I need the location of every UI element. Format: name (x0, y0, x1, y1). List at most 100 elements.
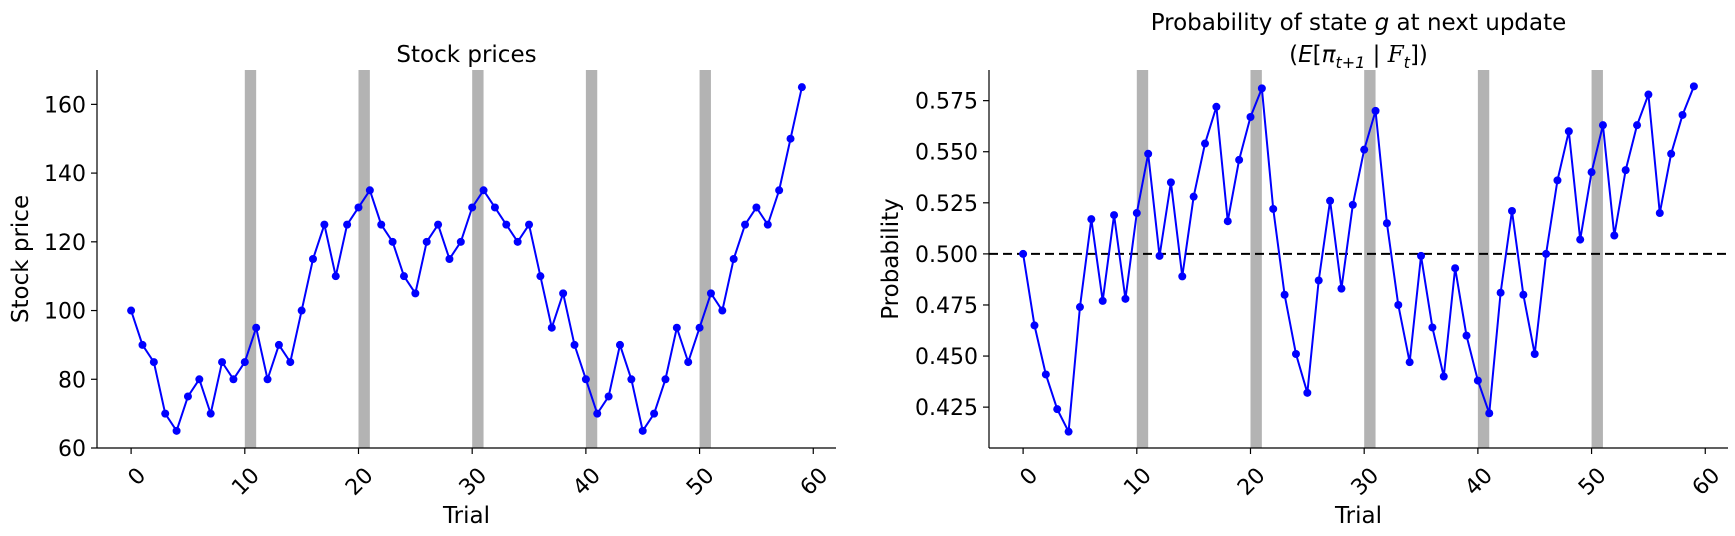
x-tick-label: 60 (796, 463, 833, 500)
chart-subtitle: (E[πt+1 | Ft]) (1289, 42, 1428, 72)
data-point (1417, 251, 1426, 260)
data-point (1405, 358, 1414, 367)
data-point (183, 392, 192, 401)
data-point (547, 323, 556, 332)
y-tick-label: 80 (58, 368, 86, 393)
data-point (1382, 219, 1391, 228)
data-point (1496, 288, 1505, 297)
data-point (1360, 145, 1369, 154)
data-point (1507, 206, 1516, 215)
y-tick-label: 0.575 (915, 90, 978, 115)
x-axis-label: Trial (1334, 503, 1382, 529)
data-point (1064, 427, 1073, 436)
data-point (1291, 350, 1300, 359)
data-point (240, 358, 249, 367)
data-point (263, 375, 272, 384)
data-point (1075, 303, 1084, 312)
data-point (1110, 211, 1119, 220)
data-point (1269, 204, 1278, 213)
data-point (615, 340, 624, 349)
x-tick-label: 10 (1119, 463, 1156, 500)
data-point (1337, 284, 1346, 293)
y-tick-label: 0.500 (915, 243, 978, 268)
shaded-span (472, 70, 484, 448)
data-point (627, 375, 636, 384)
data-point (456, 237, 465, 246)
data-point (786, 134, 795, 143)
data-point (1132, 209, 1141, 218)
x-tick-label: 50 (682, 463, 719, 500)
data-point (138, 340, 147, 349)
data-point (581, 375, 590, 384)
data-point (1473, 376, 1482, 385)
data-point (718, 306, 727, 315)
data-point (1303, 388, 1312, 397)
data-point (149, 358, 158, 367)
chart-title: Probability of state g at next update (1151, 10, 1567, 36)
y-axis-label: Stock price (8, 195, 34, 323)
data-point (695, 323, 704, 332)
data-point (1553, 176, 1562, 185)
x-tick-label: 30 (455, 463, 492, 500)
data-point (479, 186, 488, 195)
data-point (172, 426, 181, 435)
data-point (1655, 209, 1664, 218)
data-point (536, 272, 545, 281)
data-point (1542, 249, 1551, 258)
shaded-span (1136, 70, 1149, 448)
data-point (525, 220, 534, 229)
data-point (1451, 264, 1460, 273)
data-point (570, 340, 579, 349)
data-point (1280, 290, 1289, 299)
data-point (1166, 178, 1175, 187)
data-point (1053, 405, 1062, 414)
y-axis-label: Probability (878, 198, 904, 320)
y-tick-label: 160 (44, 93, 86, 118)
data-point (1519, 290, 1528, 299)
data-point (1212, 102, 1221, 111)
shaded-span (699, 70, 711, 448)
data-point (377, 220, 386, 229)
data-point (309, 255, 318, 263)
data-point (797, 83, 806, 92)
y-tick-label: 0.525 (915, 192, 978, 217)
shaded-span (244, 70, 257, 448)
y-tick-label: 100 (44, 300, 86, 325)
data-point (684, 358, 693, 367)
data-point (434, 220, 443, 229)
data-point (1428, 323, 1437, 332)
data-point (1644, 90, 1653, 99)
data-point (1576, 235, 1585, 244)
y-tick-label: 0.475 (915, 294, 978, 319)
data-point (1098, 296, 1107, 305)
data-point (763, 220, 772, 229)
data-point (1087, 215, 1096, 224)
data-point (411, 289, 420, 298)
data-point (559, 289, 568, 298)
shaded-span (1250, 70, 1262, 448)
data-point (1371, 106, 1380, 115)
x-tick-label: 20 (341, 463, 378, 500)
data-point (1621, 166, 1630, 175)
data-point (1030, 321, 1039, 330)
x-tick-label: 40 (568, 463, 605, 500)
data-point (1633, 121, 1642, 130)
y-tick-label: 140 (44, 162, 86, 187)
data-point (741, 220, 750, 229)
x-tick-label: 30 (1347, 463, 1384, 500)
data-point (1587, 168, 1596, 177)
data-point (127, 306, 136, 315)
data-point (513, 237, 522, 246)
data-point (1598, 121, 1607, 130)
chart-title: Stock prices (396, 42, 536, 68)
data-point (1530, 350, 1539, 359)
data-point (1189, 192, 1198, 201)
y-tick-label: 60 (58, 437, 86, 462)
shaded-span (358, 70, 370, 448)
data-point (752, 203, 761, 212)
data-point (1462, 331, 1471, 340)
data-point (502, 220, 511, 229)
shaded-span (1364, 70, 1376, 448)
data-point (593, 409, 602, 418)
data-point (218, 358, 227, 367)
